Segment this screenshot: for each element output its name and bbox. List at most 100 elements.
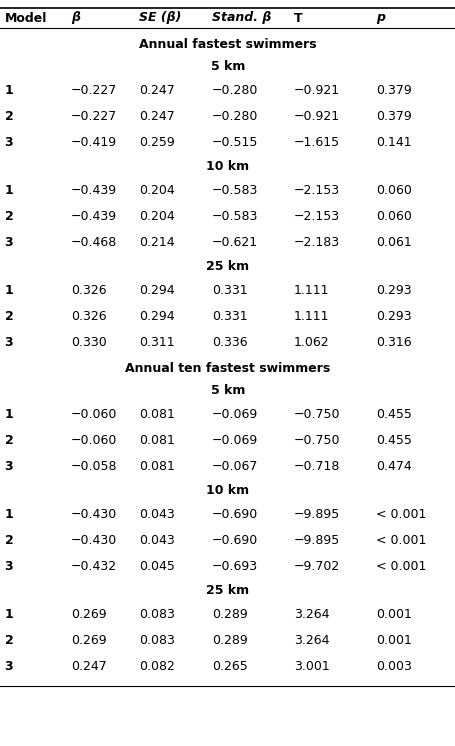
Text: −0.921: −0.921	[293, 84, 339, 98]
Text: −0.693: −0.693	[212, 560, 258, 574]
Text: −0.432: −0.432	[71, 560, 116, 574]
Text: Annual fastest swimmers: Annual fastest swimmers	[139, 37, 316, 51]
Text: 3.264: 3.264	[293, 609, 329, 621]
Text: 2: 2	[5, 210, 13, 224]
Text: 0.259: 0.259	[139, 137, 174, 149]
Text: −0.227: −0.227	[71, 110, 116, 124]
Text: SE (β): SE (β)	[139, 11, 181, 25]
Text: 0.043: 0.043	[139, 534, 174, 548]
Text: 3: 3	[5, 660, 13, 674]
Text: −1.615: −1.615	[293, 137, 339, 149]
Text: 10 km: 10 km	[206, 160, 249, 174]
Text: 0.204: 0.204	[139, 184, 174, 198]
Text: −0.583: −0.583	[212, 184, 258, 198]
Text: 1.111: 1.111	[293, 284, 329, 298]
Text: 0.331: 0.331	[212, 310, 247, 324]
Text: 3: 3	[5, 336, 13, 349]
Text: −0.280: −0.280	[212, 110, 258, 124]
Text: 2: 2	[5, 434, 13, 448]
Text: 0.311: 0.311	[139, 336, 174, 349]
Text: 0.081: 0.081	[139, 460, 175, 474]
Text: 0.293: 0.293	[375, 310, 411, 324]
Text: 0.247: 0.247	[139, 84, 174, 98]
Text: 2: 2	[5, 110, 13, 124]
Text: 1.062: 1.062	[293, 336, 329, 349]
Text: 0.330: 0.330	[71, 336, 106, 349]
Text: 0.269: 0.269	[71, 635, 106, 648]
Text: 0.061: 0.061	[375, 236, 411, 249]
Text: 0.455: 0.455	[375, 434, 411, 448]
Text: −0.921: −0.921	[293, 110, 339, 124]
Text: Stand. β: Stand. β	[212, 11, 271, 25]
Text: 0.265: 0.265	[212, 660, 247, 674]
Text: < 0.001: < 0.001	[375, 560, 425, 574]
Text: −0.621: −0.621	[212, 236, 258, 249]
Text: 0.326: 0.326	[71, 284, 106, 298]
Text: 0.083: 0.083	[139, 635, 175, 648]
Text: 5 km: 5 km	[210, 384, 245, 398]
Text: −2.183: −2.183	[293, 236, 339, 249]
Text: −0.439: −0.439	[71, 210, 116, 224]
Text: 3: 3	[5, 460, 13, 474]
Text: 3: 3	[5, 560, 13, 574]
Text: −0.430: −0.430	[71, 509, 116, 521]
Text: 0.081: 0.081	[139, 409, 175, 421]
Text: 0.082: 0.082	[139, 660, 175, 674]
Text: 3.264: 3.264	[293, 635, 329, 648]
Text: 2: 2	[5, 534, 13, 548]
Text: Model: Model	[5, 11, 47, 25]
Text: 0.331: 0.331	[212, 284, 247, 298]
Text: Annual ten fastest swimmers: Annual ten fastest swimmers	[125, 362, 330, 374]
Text: 0.269: 0.269	[71, 609, 106, 621]
Text: 1: 1	[5, 609, 13, 621]
Text: −0.419: −0.419	[71, 137, 116, 149]
Text: β: β	[71, 11, 80, 25]
Text: −0.439: −0.439	[71, 184, 116, 198]
Text: 0.247: 0.247	[71, 660, 106, 674]
Text: 0.141: 0.141	[375, 137, 411, 149]
Text: 25 km: 25 km	[206, 260, 249, 274]
Text: 25 km: 25 km	[206, 585, 249, 598]
Text: −0.583: −0.583	[212, 210, 258, 224]
Text: −9.895: −9.895	[293, 534, 339, 548]
Text: 0.001: 0.001	[375, 609, 411, 621]
Text: −0.060: −0.060	[71, 409, 117, 421]
Text: −0.069: −0.069	[212, 409, 258, 421]
Text: 1: 1	[5, 284, 13, 298]
Text: −9.895: −9.895	[293, 509, 339, 521]
Text: 5 km: 5 km	[210, 60, 245, 74]
Text: −0.690: −0.690	[212, 509, 258, 521]
Text: 0.326: 0.326	[71, 310, 106, 324]
Text: −0.718: −0.718	[293, 460, 340, 474]
Text: −2.153: −2.153	[293, 210, 339, 224]
Text: 0.294: 0.294	[139, 284, 174, 298]
Text: p: p	[375, 11, 384, 25]
Text: 0.455: 0.455	[375, 409, 411, 421]
Text: −2.153: −2.153	[293, 184, 339, 198]
Text: −0.227: −0.227	[71, 84, 116, 98]
Text: 2: 2	[5, 635, 13, 648]
Text: −0.468: −0.468	[71, 236, 116, 249]
Text: 0.379: 0.379	[375, 110, 411, 124]
Text: 0.060: 0.060	[375, 210, 411, 224]
Text: < 0.001: < 0.001	[375, 509, 425, 521]
Text: −0.515: −0.515	[212, 137, 258, 149]
Text: 0.060: 0.060	[375, 184, 411, 198]
Text: 1: 1	[5, 84, 13, 98]
Text: −0.069: −0.069	[212, 434, 258, 448]
Text: 1: 1	[5, 184, 13, 198]
Text: 0.003: 0.003	[375, 660, 411, 674]
Text: < 0.001: < 0.001	[375, 534, 425, 548]
Text: T: T	[293, 11, 302, 25]
Text: 0.043: 0.043	[139, 509, 174, 521]
Text: −0.690: −0.690	[212, 534, 258, 548]
Text: 3.001: 3.001	[293, 660, 329, 674]
Text: −0.430: −0.430	[71, 534, 116, 548]
Text: −0.067: −0.067	[212, 460, 258, 474]
Text: 0.316: 0.316	[375, 336, 411, 349]
Text: 0.214: 0.214	[139, 236, 174, 249]
Text: 0.045: 0.045	[139, 560, 175, 574]
Text: 0.474: 0.474	[375, 460, 411, 474]
Text: 1: 1	[5, 409, 13, 421]
Text: 2: 2	[5, 310, 13, 324]
